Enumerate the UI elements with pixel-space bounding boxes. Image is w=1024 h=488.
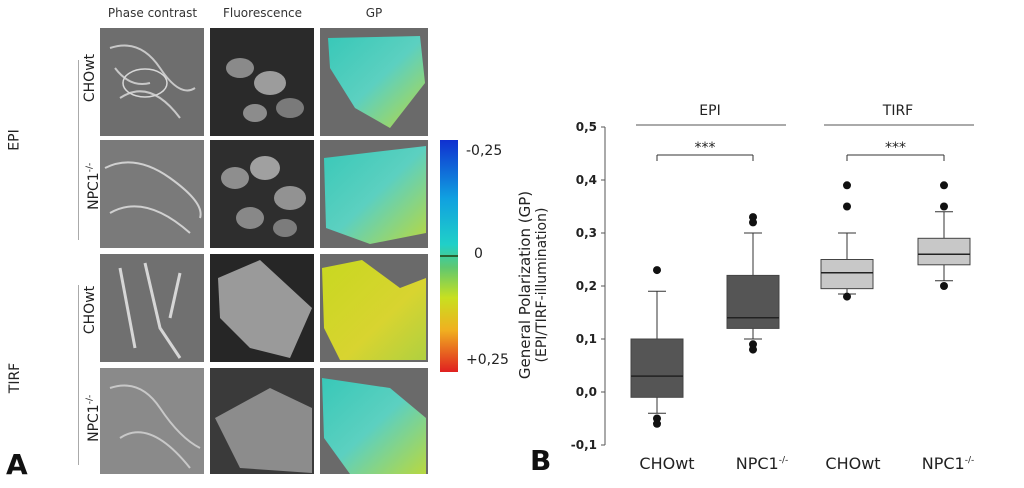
box-2 <box>820 259 874 290</box>
box-1 <box>726 274 780 329</box>
tile-epi-chowt-gp <box>320 28 428 136</box>
y-tick-label: -0,1 <box>571 438 597 452</box>
gp-box-plot: -0,1 0,0 0,1 0,2 0,3 0,4 0,5 *** *** <box>571 120 971 452</box>
box-0 <box>630 338 684 398</box>
colorbar-label-bottom: +0,25 <box>466 352 509 368</box>
panel-letter-a: A <box>6 448 28 481</box>
panel-letter-b: B <box>530 444 552 477</box>
group-label-epi-chart: EPI <box>699 103 721 119</box>
x-label-tirf-npc1: NPC1-/- <box>921 454 975 473</box>
group-label-tirf-chart: TIRF <box>882 103 914 119</box>
y-tick-label: 0,5 <box>576 120 597 134</box>
tile-epi-npc1-fluorescence <box>210 140 314 248</box>
outlier-point <box>940 181 948 190</box>
group-label-epi: EPI <box>6 129 23 151</box>
tile-tirf-npc1-fluorescence <box>210 368 314 474</box>
y-tick-label: 0,2 <box>576 279 597 293</box>
tile-epi-npc1-gp <box>320 140 428 248</box>
outlier-point <box>843 292 851 301</box>
group-line-tirf <box>824 124 974 126</box>
sig-label: *** <box>885 140 906 156</box>
column-header-gp: GP <box>365 6 383 20</box>
box-3 <box>917 237 971 266</box>
tile-tirf-npc1-phase <box>100 368 204 474</box>
y-axis-title: General Polarization (GP) (EPI/TIRF-illu… <box>516 190 550 380</box>
colorbar-label-mid: 0 <box>474 246 483 262</box>
outlier-point <box>749 218 757 227</box>
tile-tirf-chowt-gp <box>320 254 428 362</box>
outlier-point <box>749 345 757 354</box>
colorbar-zero-mark <box>440 255 458 257</box>
tile-epi-chowt-phase <box>100 28 204 136</box>
outlier-point <box>653 266 661 275</box>
y-tick-label: 0,1 <box>576 332 597 346</box>
row-label-tirf-chowt: CHOwt <box>82 285 99 335</box>
outlier-point <box>843 181 851 190</box>
x-label-tirf-chowt: CHOwt <box>825 454 881 473</box>
y-tick-label: 0,3 <box>576 226 597 240</box>
y-tick-label: 0,4 <box>576 173 597 187</box>
group-line-epi <box>636 124 786 126</box>
tile-tirf-chowt-phase <box>100 254 204 362</box>
outlier-point <box>940 282 948 290</box>
outlier-point <box>653 419 661 428</box>
tile-tirf-npc1-gp <box>320 368 428 474</box>
tile-epi-chowt-fluorescence <box>210 28 314 136</box>
group-bracket-tirf <box>78 285 79 465</box>
x-label-epi-chowt: CHOwt <box>639 454 695 473</box>
y-tick-label: 0,0 <box>576 385 597 399</box>
microscopy-grid <box>100 28 428 474</box>
tile-tirf-chowt-fluorescence <box>210 254 314 362</box>
column-header-phase-contrast: Phase contrast <box>107 6 198 20</box>
tile-epi-npc1-phase <box>100 140 204 248</box>
sig-label: *** <box>695 140 716 156</box>
group-label-tirf: TIRF <box>7 362 24 394</box>
outlier-point <box>940 202 948 211</box>
row-label-epi-chowt: CHOwt <box>82 53 99 103</box>
outlier-point <box>843 202 851 211</box>
x-label-epi-npc1: NPC1-/- <box>735 454 789 473</box>
colorbar-label-top: -0,25 <box>466 143 503 159</box>
group-bracket-epi <box>78 60 79 240</box>
column-header-fluorescence: Fluorescence <box>222 6 303 20</box>
